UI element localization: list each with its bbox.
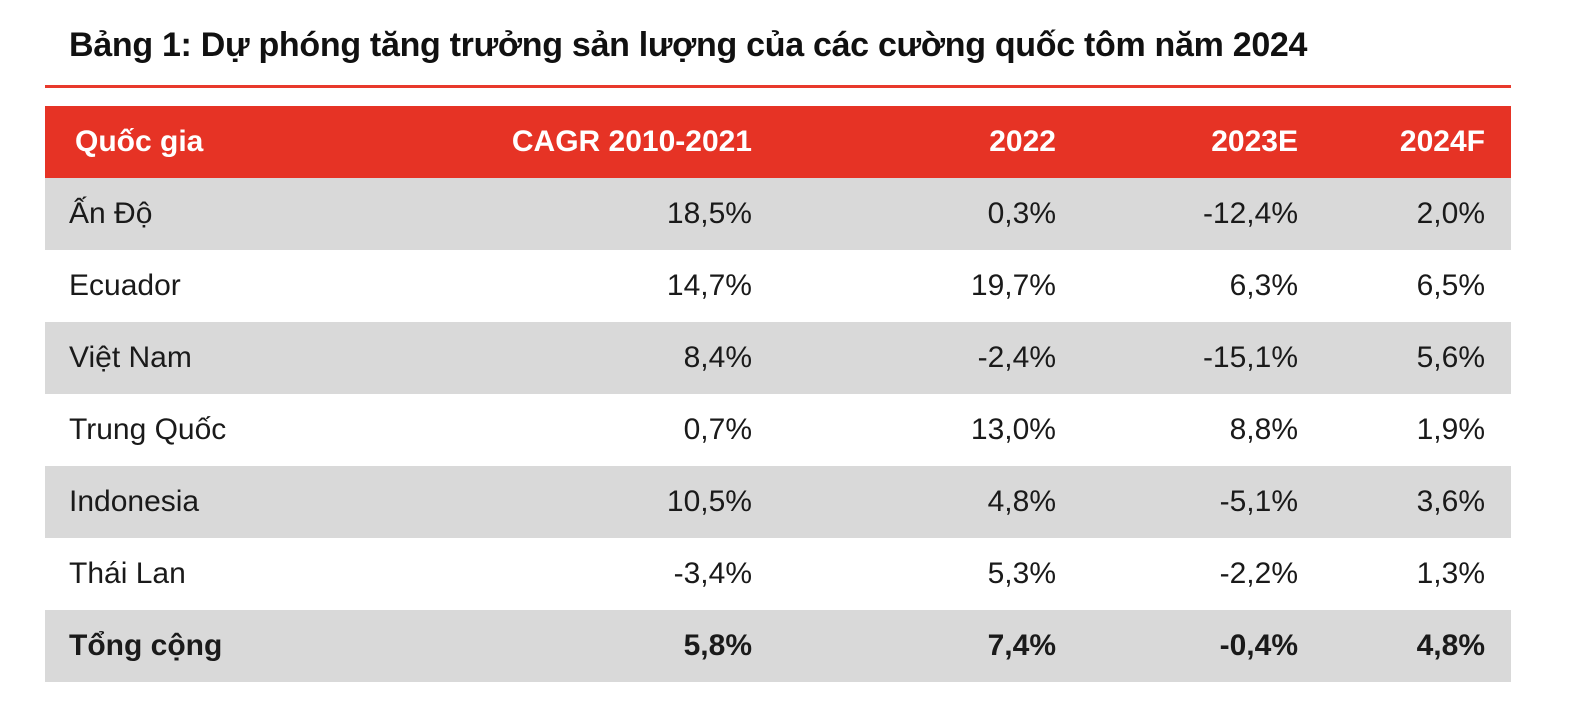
country-cell: Indonesia <box>69 485 200 518</box>
table-row: Thái Lan -3,4% 5,3% -2,2% 1,3% <box>45 538 1511 610</box>
table-row: Trung Quốc 0,7% 13,0% 8,8% 1,9% <box>45 394 1511 466</box>
country-cell: Ấn Độ <box>69 197 153 230</box>
table-row: Ấn Độ 18,5% 0,3% -12,4% 2,0% <box>45 178 1511 250</box>
value-2022-cell: 13,0% <box>970 413 1056 446</box>
header-2023e: 2023E <box>1211 125 1298 158</box>
table-row: Việt Nam 8,4% -2,4% -15,1% 5,6% <box>45 322 1511 394</box>
table-header-row: Quốc gia CAGR 2010-2021 2022 2023E 2024F <box>45 106 1511 178</box>
value-2023e-cell: -5,1% <box>1219 485 1298 518</box>
header-2024f: 2024F <box>1399 125 1485 158</box>
cagr-cell: -3,4% <box>673 557 752 590</box>
table-total-row: Tổng cộng 5,8% 7,4% -0,4% 4,8% <box>45 610 1511 682</box>
country-cell: Ecuador <box>69 269 181 302</box>
table-title: Bảng 1: Dự phóng tăng trưởng sản lượng c… <box>69 26 1308 64</box>
title-divider <box>45 85 1511 88</box>
country-cell: Việt Nam <box>69 341 192 374</box>
value-2023e-cell: -2,2% <box>1219 557 1298 590</box>
value-2023e-cell: -12,4% <box>1202 197 1298 230</box>
header-2022: 2022 <box>989 125 1056 158</box>
value-2024f-cell: 3,6% <box>1416 485 1485 518</box>
total-label-cell: Tổng cộng <box>69 629 223 662</box>
value-2023e-cell: -15,1% <box>1202 341 1298 374</box>
data-table: Quốc gia CAGR 2010-2021 2022 2023E 2024F… <box>45 106 1511 682</box>
total-2022-cell: 7,4% <box>987 629 1056 662</box>
value-2022-cell: 5,3% <box>987 557 1056 590</box>
table-row: Indonesia 10,5% 4,8% -5,1% 3,6% <box>45 466 1511 538</box>
value-2023e-cell: 8,8% <box>1229 413 1298 446</box>
value-2024f-cell: 1,9% <box>1416 413 1485 446</box>
value-2023e-cell: 6,3% <box>1229 269 1298 302</box>
cagr-cell: 18,5% <box>666 197 752 230</box>
value-2024f-cell: 5,6% <box>1416 341 1485 374</box>
country-cell: Thái Lan <box>69 557 186 590</box>
country-cell: Trung Quốc <box>69 413 227 446</box>
cagr-cell: 14,7% <box>666 269 752 302</box>
cagr-cell: 0,7% <box>683 413 752 446</box>
total-2024f-cell: 4,8% <box>1416 629 1485 662</box>
value-2024f-cell: 1,3% <box>1416 557 1485 590</box>
header-cagr: CAGR 2010-2021 <box>511 125 752 158</box>
value-2022-cell: -2,4% <box>977 341 1056 374</box>
total-2023e-cell: -0,4% <box>1219 629 1298 662</box>
total-cagr-cell: 5,8% <box>683 629 752 662</box>
value-2024f-cell: 6,5% <box>1416 269 1485 302</box>
cagr-cell: 8,4% <box>683 341 752 374</box>
value-2022-cell: 4,8% <box>987 485 1056 518</box>
table-row: Ecuador 14,7% 19,7% 6,3% 6,5% <box>45 250 1511 322</box>
value-2024f-cell: 2,0% <box>1416 197 1485 230</box>
value-2022-cell: 0,3% <box>987 197 1056 230</box>
cagr-cell: 10,5% <box>666 485 752 518</box>
value-2022-cell: 19,7% <box>970 269 1056 302</box>
header-country: Quốc gia <box>75 125 204 158</box>
